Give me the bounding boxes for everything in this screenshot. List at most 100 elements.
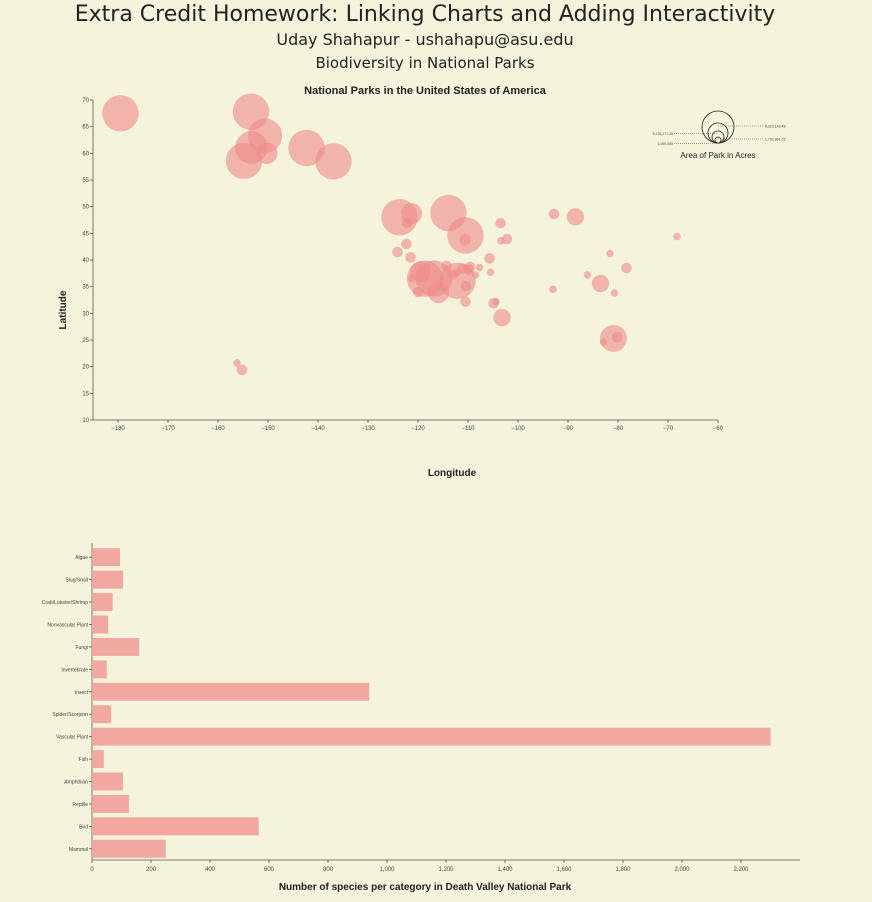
park-bubble[interactable] [606,249,614,258]
y-tick-label: 55 [82,178,89,184]
x-tick-label: 400 [205,867,216,873]
park-bubble[interactable] [401,238,412,250]
x-tick-label: 1,800 [615,867,631,873]
park-bubble[interactable] [471,271,480,279]
species-bar[interactable] [92,817,259,836]
scatter-x-axis-title: Longitude [428,468,477,479]
category-label: Insect [75,690,89,696]
park-bubble[interactable] [460,296,471,307]
x-tick-label: −70 [663,426,674,432]
species-bar[interactable] [92,593,113,612]
x-tick-label: −110 [461,426,475,432]
category-label: Invertebrate [61,667,88,673]
park-bubble[interactable] [102,95,139,132]
x-tick-label: 1,000 [379,867,395,873]
category-label: Spider/Scorpion [52,712,88,718]
park-bubble[interactable] [611,332,623,343]
species-bar[interactable] [92,750,104,769]
y-tick-label: 30 [82,311,89,317]
park-bubble[interactable] [401,217,413,229]
park-bubble[interactable] [591,274,610,293]
park-bubble[interactable] [463,264,474,275]
x-tick-label: −180 [111,426,125,432]
x-tick-label: 1,600 [556,867,572,873]
park-bubble[interactable] [673,232,681,241]
park-bubble[interactable] [233,359,241,367]
page-subtitle: Biodiversity in National Parks [315,54,535,72]
park-bubble[interactable] [548,208,560,220]
x-tick-label: 2,000 [674,867,690,873]
park-bubble[interactable] [225,142,263,179]
x-tick-label: −170 [161,426,175,432]
park-bubble[interactable] [405,252,416,263]
park-bubble[interactable] [459,233,471,246]
park-bubble[interactable] [599,338,608,346]
park-bubble[interactable] [486,268,495,277]
category-label: Bird [79,824,88,830]
x-tick-label: 600 [264,867,275,873]
park-bubble[interactable] [492,297,500,306]
x-tick-label: −120 [411,426,425,432]
x-tick-label: −130 [361,426,375,432]
park-bubble[interactable] [497,237,505,245]
y-tick-label: 10 [82,418,89,424]
species-bar[interactable] [92,615,109,634]
bar-x-axis-title: Number of species per category in Death … [279,882,572,893]
legend-size-label: 1,792,961.75 [765,138,785,142]
park-bubble[interactable] [236,364,248,376]
park-bubble[interactable] [288,129,325,167]
park-bubble[interactable] [315,143,352,180]
species-bar[interactable] [92,794,129,813]
park-bubble[interactable] [610,289,619,297]
x-tick-label: 0 [90,867,94,873]
species-bar[interactable] [92,637,140,656]
park-bubble[interactable] [549,285,557,294]
legend-title: Area of Park in Acres [680,151,755,160]
park-bubble[interactable] [408,274,416,283]
species-bar[interactable] [92,727,771,746]
page-title: Extra Credit Homework: Linking Charts an… [74,2,776,27]
park-bubble[interactable] [484,253,495,264]
category-label: Amphibian [64,780,88,786]
species-bar[interactable] [92,682,370,701]
x-tick-label: 800 [323,867,334,873]
category-label: Fungi [75,645,88,651]
park-bubble[interactable] [621,262,632,274]
y-tick-label: 45 [82,231,89,237]
park-bubble[interactable] [256,142,278,164]
legend-size-label: 8,323,146.48 [765,125,785,129]
x-tick-label: 1,400 [497,867,513,873]
legend-size-label: 6,178,271.25 [653,132,673,136]
y-tick-label: 50 [82,205,89,211]
park-bubble[interactable] [493,308,511,327]
park-bubble[interactable] [495,217,506,229]
category-label: Slug/Snail [65,578,88,584]
x-tick-label: −100 [511,426,525,432]
x-tick-label: 200 [146,867,157,873]
category-label: Crab/Lobster/Shrimp [42,600,88,606]
park-bubble[interactable] [460,280,472,292]
category-label: Nonvascular Plant [47,623,88,629]
park-bubble[interactable] [453,269,461,277]
park-bubble[interactable] [583,271,592,279]
species-bar[interactable] [92,705,112,724]
y-tick-label: 65 [82,125,89,131]
x-tick-label: −150 [261,426,275,432]
scatter-chart-title: National Parks in the United States of A… [304,85,547,97]
species-bar[interactable] [92,548,121,567]
category-label: Algae [75,555,88,561]
park-location-scatter-chart: National Parks in the United States of A… [58,85,785,479]
species-bar[interactable] [92,772,123,791]
species-bar[interactable] [92,660,107,679]
species-bar[interactable] [92,570,123,589]
species-bar[interactable] [92,839,166,858]
x-tick-label: −60 [713,426,724,432]
y-tick-label: 25 [82,338,89,344]
park-bubble[interactable] [475,263,484,272]
category-label: Vascular Plant [56,735,88,741]
legend-size-circle [714,136,722,144]
park-bubble[interactable] [412,286,424,298]
park-bubble[interactable] [392,246,403,258]
park-bubble[interactable] [566,208,585,226]
